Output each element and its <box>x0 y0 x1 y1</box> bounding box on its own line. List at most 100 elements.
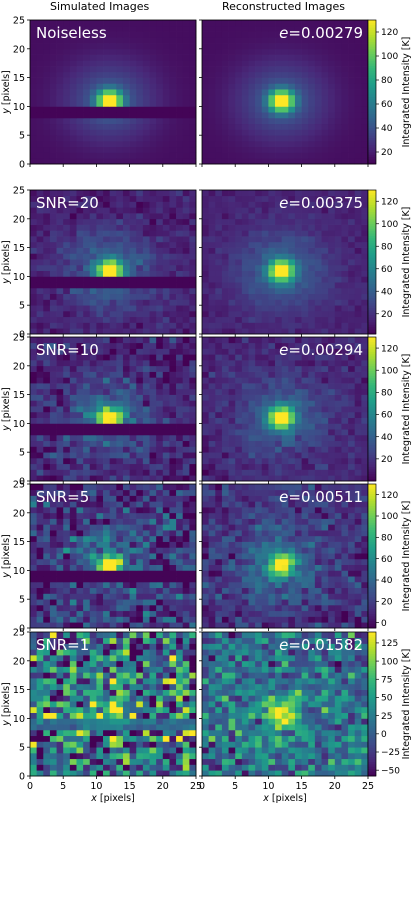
heatmap-cell <box>103 463 111 470</box>
heatmap-cell <box>268 247 276 254</box>
heatmap-cell <box>241 434 249 442</box>
heatmap-cell <box>221 201 229 208</box>
heatmap-cell <box>96 287 104 295</box>
colorbar-segment <box>368 130 376 134</box>
heatmap-cell <box>228 463 236 470</box>
heatmap-cell <box>288 224 296 231</box>
heatmap-cell <box>89 43 97 50</box>
heatmap-cell <box>103 224 111 231</box>
heatmap-cell <box>294 411 302 418</box>
heatmap-cell <box>281 230 289 237</box>
heatmap-cell <box>328 406 336 413</box>
heatmap-cell <box>294 354 302 361</box>
heatmap-cell <box>96 434 104 442</box>
heatmap-cell <box>275 446 283 453</box>
heatmap-cell <box>156 310 164 318</box>
heatmap-cell <box>36 247 44 254</box>
heatmap-cell <box>43 71 51 78</box>
heatmap-cell <box>136 463 144 470</box>
heatmap-cell <box>288 377 296 384</box>
heatmap-cell <box>76 54 84 61</box>
heatmap-cell <box>241 342 249 349</box>
heatmap-cell <box>314 77 322 84</box>
heatmap-cell <box>208 570 216 577</box>
heatmap-cell <box>176 230 184 237</box>
heatmap-cell <box>136 489 144 496</box>
heatmap-cell <box>156 564 164 571</box>
heatmap-cell <box>294 66 302 73</box>
heatmap-cell <box>221 622 229 629</box>
heatmap-cell <box>129 31 137 38</box>
heatmap-cell <box>142 434 150 442</box>
heatmap-cell <box>76 411 84 418</box>
heatmap-cell <box>83 236 91 243</box>
heatmap-cell <box>354 299 362 306</box>
heatmap-cell <box>261 576 269 583</box>
heatmap-cell <box>162 247 170 254</box>
heatmap-cell <box>36 489 44 496</box>
heatmap-cell <box>129 394 137 401</box>
heatmap-cell <box>288 293 296 300</box>
heatmap-cell <box>208 282 216 289</box>
heatmap-cell <box>308 469 316 476</box>
heatmap-cell <box>202 71 209 78</box>
heatmap-cell <box>208 610 216 617</box>
heatmap-cell <box>116 123 124 130</box>
heatmap-cell <box>89 610 97 617</box>
heatmap-cell <box>136 146 144 153</box>
heatmap-cell <box>36 337 44 344</box>
heatmap-cell <box>36 322 44 329</box>
heatmap-cell <box>275 100 283 107</box>
heatmap-cell <box>321 423 329 430</box>
colorbar-segment <box>368 397 376 400</box>
heatmap-cell <box>354 253 362 260</box>
heatmap-cell <box>334 570 342 577</box>
panel-frame <box>29 19 197 165</box>
heatmap-cell <box>63 342 71 349</box>
heatmap-cell <box>109 541 117 548</box>
heatmap-cell <box>354 452 362 459</box>
heatmap-cell <box>176 604 184 612</box>
heatmap-cell <box>76 71 84 78</box>
heatmap-cell <box>301 299 309 306</box>
heatmap-cell <box>63 587 71 594</box>
heatmap-cell <box>156 140 164 148</box>
heatmap-cell <box>30 337 37 344</box>
heatmap-cell <box>162 587 170 594</box>
heatmap-cell <box>248 310 256 318</box>
colorbar-segment <box>368 235 376 239</box>
heatmap-cell <box>109 354 117 361</box>
heatmap-cell <box>69 495 77 502</box>
heatmap-cell <box>36 512 44 519</box>
heatmap-cell <box>294 299 302 306</box>
heatmap-cell <box>341 360 349 367</box>
heatmap-cell <box>361 43 369 50</box>
heatmap-cell <box>129 89 137 96</box>
colorbar-segment <box>368 63 376 66</box>
heatmap-cell <box>208 287 216 295</box>
heatmap-cell <box>149 518 157 525</box>
heatmap-cell <box>129 469 137 476</box>
heatmap-cell <box>189 195 197 202</box>
heatmap-cell <box>103 604 111 612</box>
heatmap-cell <box>215 247 223 254</box>
heatmap-cell <box>56 604 64 612</box>
heatmap-cell <box>30 48 37 55</box>
heatmap-cell <box>308 365 316 372</box>
heatmap-cell <box>89 106 97 113</box>
heatmap-cell <box>49 553 57 560</box>
heatmap-cell <box>36 218 44 225</box>
heatmap-cell <box>89 371 97 378</box>
heatmap-cell <box>176 207 184 214</box>
heatmap-cell <box>208 411 216 418</box>
heatmap-cell <box>261 253 269 260</box>
heatmap-cell <box>142 541 150 548</box>
heatmap-cell <box>189 71 197 78</box>
heatmap-cell <box>69 354 77 361</box>
heatmap-cell <box>142 417 150 424</box>
heatmap-cell <box>189 236 197 243</box>
heatmap-cell <box>129 94 137 101</box>
heatmap-cell <box>208 576 216 583</box>
heatmap-cell <box>208 371 216 378</box>
heatmap-cell <box>348 71 356 78</box>
